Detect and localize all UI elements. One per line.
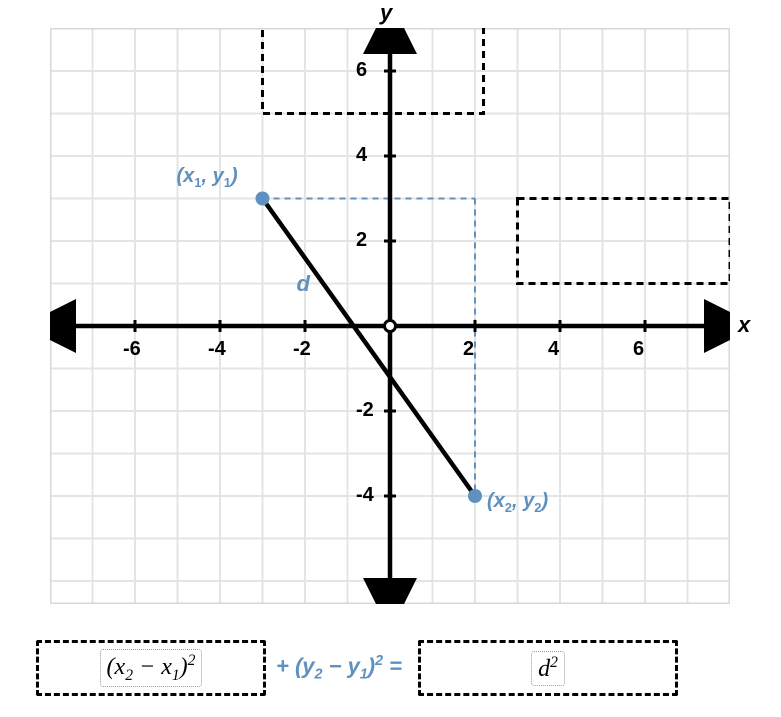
formula-left-box[interactable]: (x2 − x1)2 bbox=[36, 640, 266, 696]
chart-svg bbox=[50, 28, 730, 604]
formula-right-term: d2 bbox=[531, 651, 565, 686]
x-tick-label: 6 bbox=[633, 338, 644, 361]
y-tick-label: -2 bbox=[356, 399, 374, 422]
coordinate-plane: y x -6-4-2246642-2-4 (x1, y1) (x2, y2) d bbox=[50, 28, 730, 604]
formula-middle: + (y2 − y1)2 = bbox=[276, 653, 402, 683]
formula-right-box[interactable]: d2 bbox=[418, 640, 678, 696]
y-tick-label: 4 bbox=[356, 144, 367, 167]
point-2-label: (x2, y2) bbox=[487, 490, 548, 515]
y-axis-label: y bbox=[380, 0, 392, 26]
point-1-label: (x1, y1) bbox=[177, 165, 238, 190]
y-tick-label: -4 bbox=[356, 484, 374, 507]
point bbox=[468, 489, 482, 503]
origin-marker bbox=[385, 321, 396, 332]
y-tick-label: 2 bbox=[356, 229, 367, 252]
d-label: d bbox=[297, 271, 310, 297]
x-tick-label: 2 bbox=[463, 338, 474, 361]
x-axis-label: x bbox=[738, 312, 750, 338]
point bbox=[256, 192, 270, 206]
x-tick-label: -4 bbox=[208, 338, 226, 361]
formula-left-term: (x2 − x1)2 bbox=[100, 649, 203, 688]
y-tick-label: 6 bbox=[356, 59, 367, 82]
distance-formula: (x2 − x1)2 + (y2 − y1)2 = d2 bbox=[36, 636, 745, 700]
x-tick-label: 4 bbox=[548, 338, 559, 361]
x-tick-label: -6 bbox=[123, 338, 141, 361]
x-tick-label: -2 bbox=[293, 338, 311, 361]
